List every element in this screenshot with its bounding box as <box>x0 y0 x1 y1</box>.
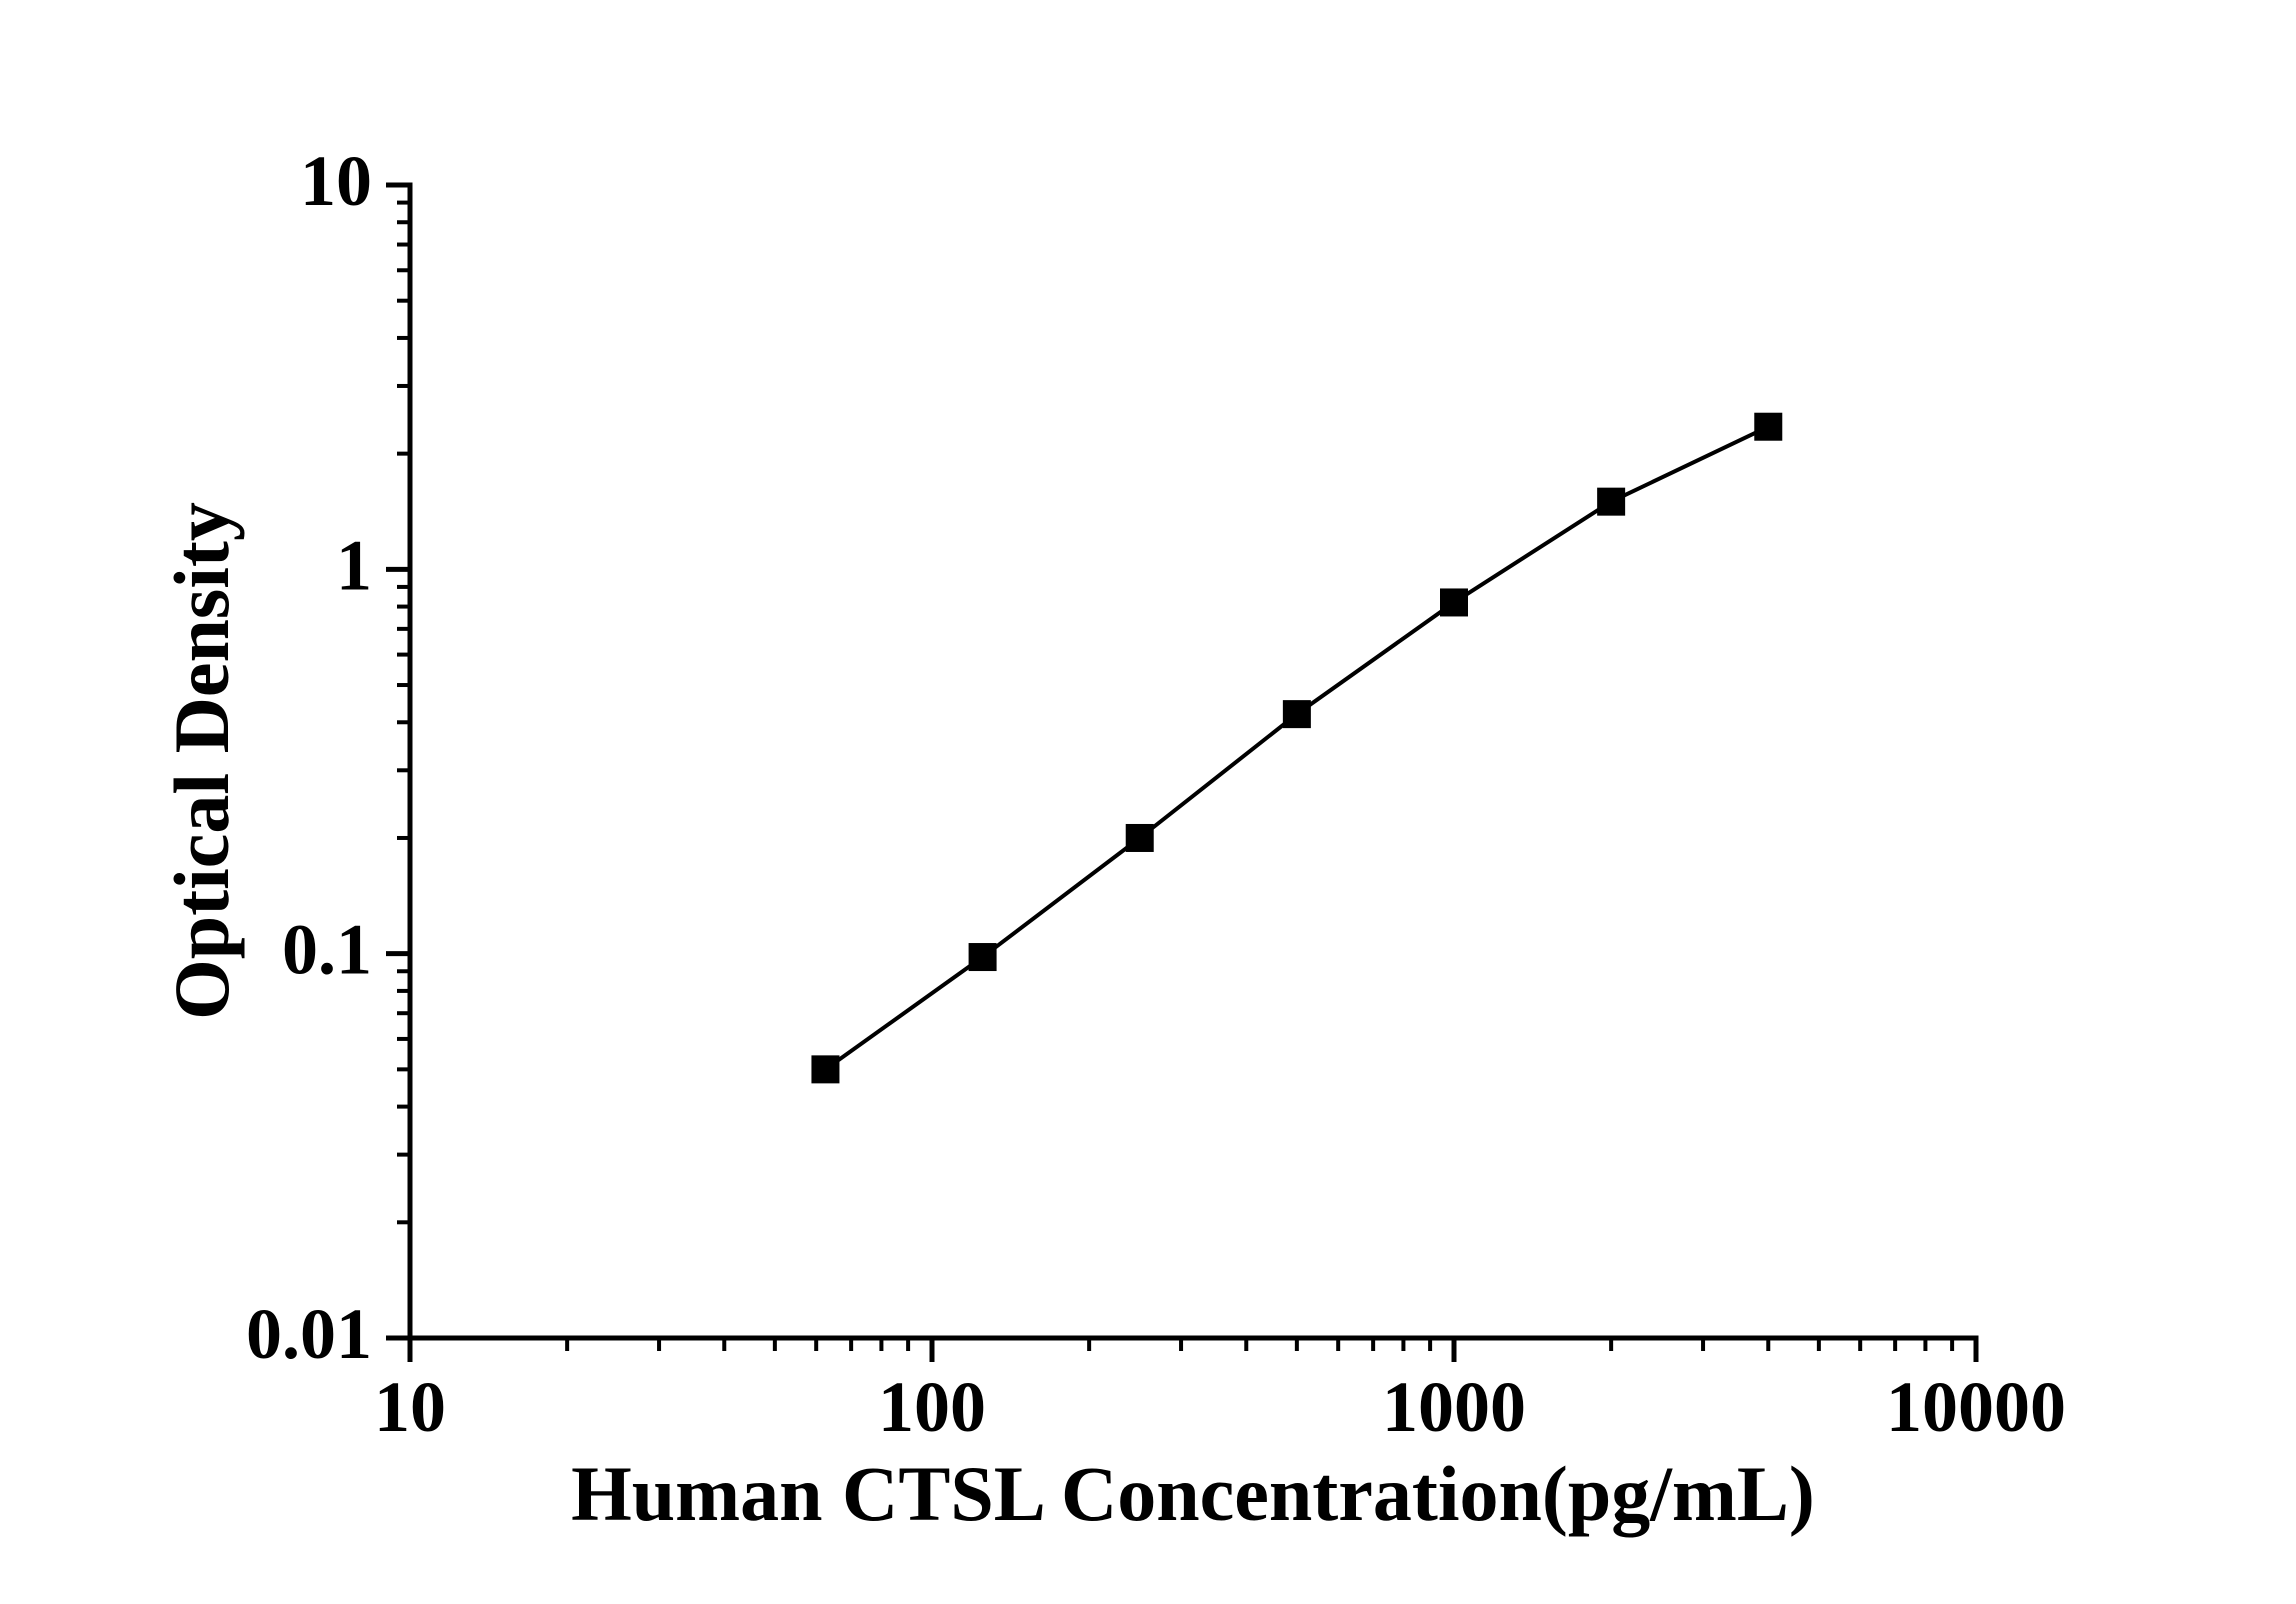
x-axis: 10 100 1000 10000 <box>374 1338 2066 1447</box>
y-axis-tick-label: 10 <box>300 141 372 221</box>
data-point-marker <box>968 943 997 972</box>
y-axis-tick-label: 0.01 <box>246 1294 372 1374</box>
y-axis-tick-label: 1 <box>336 525 372 605</box>
data-point-marker <box>1754 412 1783 441</box>
x-axis-tick-label: 10 <box>374 1367 446 1447</box>
data-point-marker <box>1282 700 1311 729</box>
data-series <box>811 412 1783 1084</box>
y-axis-tick-label: 0.1 <box>282 910 372 990</box>
x-axis-title: Human CTSL Concentration(pg/mL) <box>571 1450 1815 1537</box>
data-point-marker <box>811 1055 840 1084</box>
x-axis-tick-label: 10000 <box>1886 1367 2066 1447</box>
x-axis-tick-label: 100 <box>878 1367 986 1447</box>
y-axis-title: Optical Density <box>158 502 245 1020</box>
y-axis: 10 1 0.1 0.01 <box>246 141 410 1374</box>
data-point-marker <box>1597 487 1626 516</box>
data-series-line <box>824 424 1770 1071</box>
axis-spines <box>407 182 1979 1341</box>
data-point-marker <box>1125 823 1154 852</box>
data-point-marker <box>1440 588 1468 617</box>
x-axis-tick-label: 1000 <box>1382 1367 1526 1447</box>
